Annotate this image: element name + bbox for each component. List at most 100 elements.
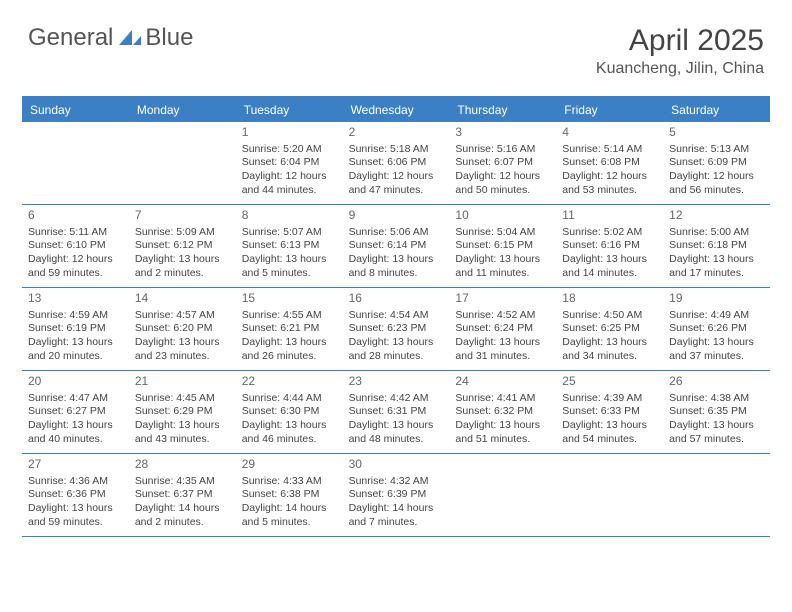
sunset-line: Sunset: 6:20 PM (135, 322, 230, 336)
sunrise-line: Sunrise: 4:50 AM (562, 309, 657, 323)
calendar-cell: 19 Sunrise: 4:49 AMSunset: 6:26 PMDayligh… (663, 288, 770, 370)
sunset-line: Sunset: 6:33 PM (562, 405, 657, 419)
calendar-cell: 26Sunrise: 4:38 AMSunset: 6:35 PMDayligh… (663, 371, 770, 453)
sunset-line: Sunset: 6:13 PM (242, 239, 337, 253)
calendar-week: 27Sunrise: 4:36 AMSunset: 6:36 PMDayligh… (22, 454, 770, 537)
day-headers-row: SundayMondayTuesdayWednesdayThursdayFrid… (22, 98, 770, 122)
sunrise-line: Sunrise: 5:20 AM (242, 143, 337, 157)
day-number: 19 (669, 291, 764, 307)
sunrise-line: Sunrise: 5:13 AM (669, 143, 764, 157)
sunset-line: Sunset: 6:31 PM (349, 405, 444, 419)
calendar-cell: 30 Sunrise: 4:32 AMSunset: 6:39 PMDayligh… (343, 454, 450, 536)
calendar-cell: 12 Sunrise: 5:00 AMSunset: 6:18 PMDayligh… (663, 205, 770, 287)
day-number: 20 (28, 374, 123, 390)
sunset-line: Sunset: 6:27 PM (28, 405, 123, 419)
calendar-cell: 23Sunrise: 4:42 AMSunset: 6:31 PMDayligh… (343, 371, 450, 453)
calendar-cell: 18Sunrise: 4:50 AMSunset: 6:25 PMDayligh… (556, 288, 663, 370)
day-number: 21 (135, 374, 230, 390)
sunset-line: Sunset: 6:08 PM (562, 156, 657, 170)
sunrise-line: Sunrise: 5:18 AM (349, 143, 444, 157)
calendar-cell: 1Sunrise: 5:20 AMSunset: 6:04 PMDaylight… (236, 122, 343, 204)
daylight-line: Daylight: 13 hours and 46 minutes. (242, 419, 337, 446)
sunrise-line: Sunrise: 4:36 AM (28, 475, 123, 489)
calendar-cell: 24Sunrise: 4:41 AMSunset: 6:32 PMDayligh… (449, 371, 556, 453)
sunrise-line: Sunrise: 4:39 AM (562, 392, 657, 406)
day-number: 17 (455, 291, 550, 307)
day-header: Wednesday (343, 98, 450, 122)
sunset-line: Sunset: 6:39 PM (349, 488, 444, 502)
header: General Blue April 2025 Kuancheng, Jilin… (0, 0, 792, 86)
day-number: 5 (669, 125, 764, 141)
logo-triangle-icon (119, 27, 141, 50)
sunrise-line: Sunrise: 5:11 AM (28, 226, 123, 240)
day-number: 7 (135, 208, 230, 224)
sunset-line: Sunset: 6:30 PM (242, 405, 337, 419)
daylight-line: Daylight: 12 hours and 59 minutes. (28, 253, 123, 280)
sunrise-line: Sunrise: 4:57 AM (135, 309, 230, 323)
calendar-cell: 9Sunrise: 5:06 AMSunset: 6:14 PMDaylight… (343, 205, 450, 287)
day-number: 12 (669, 208, 764, 224)
day-number: 25 (562, 374, 657, 390)
sunrise-line: Sunrise: 4:33 AM (242, 475, 337, 489)
logo-text-blue: Blue (145, 24, 193, 52)
daylight-line: Daylight: 13 hours and 14 minutes. (562, 253, 657, 280)
sunset-line: Sunset: 6:04 PM (242, 156, 337, 170)
sunrise-line: Sunrise: 4:49 AM (669, 309, 764, 323)
sunset-line: Sunset: 6:16 PM (562, 239, 657, 253)
daylight-line: Daylight: 13 hours and 51 minutes. (455, 419, 550, 446)
sunrise-line: Sunrise: 4:59 AM (28, 309, 123, 323)
sunset-line: Sunset: 6:12 PM (135, 239, 230, 253)
daylight-line: Daylight: 12 hours and 47 minutes. (349, 170, 444, 197)
sunset-line: Sunset: 6:18 PM (669, 239, 764, 253)
logo: General Blue (28, 24, 193, 52)
daylight-line: Daylight: 13 hours and 2 minutes. (135, 253, 230, 280)
sunrise-line: Sunrise: 4:35 AM (135, 475, 230, 489)
sunrise-line: Sunrise: 4:32 AM (349, 475, 444, 489)
sunrise-line: Sunrise: 5:00 AM (669, 226, 764, 240)
title-block: April 2025 Kuancheng, Jilin, China (596, 24, 764, 78)
calendar-cell: 4Sunrise: 5:14 AMSunset: 6:08 PMDaylight… (556, 122, 663, 204)
calendar-cell: 6Sunrise: 5:11 AMSunset: 6:10 PMDaylight… (22, 205, 129, 287)
daylight-line: Daylight: 13 hours and 23 minutes. (135, 336, 230, 363)
sunset-line: Sunset: 6:26 PM (669, 322, 764, 336)
location-text: Kuancheng, Jilin, China (596, 60, 764, 78)
daylight-line: Daylight: 13 hours and 37 minutes. (669, 336, 764, 363)
daylight-line: Daylight: 13 hours and 20 minutes. (28, 336, 123, 363)
calendar-week: 13Sunrise: 4:59 AMSunset: 6:19 PMDayligh… (22, 288, 770, 371)
day-number: 6 (28, 208, 123, 224)
sunset-line: Sunset: 6:15 PM (455, 239, 550, 253)
calendar-cell: 11Sunrise: 5:02 AMSunset: 6:16 PMDayligh… (556, 205, 663, 287)
logo-text-general: General (28, 24, 113, 52)
calendar-cell: 27Sunrise: 4:36 AMSunset: 6:36 PMDayligh… (22, 454, 129, 536)
calendar-cell: 20Sunrise: 4:47 AMSunset: 6:27 PMDayligh… (22, 371, 129, 453)
calendar-week: 1Sunrise: 5:20 AMSunset: 6:04 PMDaylight… (22, 122, 770, 205)
day-number: 3 (455, 125, 550, 141)
day-number: 11 (562, 208, 657, 224)
day-number: 30 (349, 457, 444, 473)
calendar-cell: 28Sunrise: 4:35 AMSunset: 6:37 PMDayligh… (129, 454, 236, 536)
daylight-line: Daylight: 14 hours and 5 minutes. (242, 502, 337, 529)
calendar-cell-empty (22, 122, 129, 204)
daylight-line: Daylight: 12 hours and 50 minutes. (455, 170, 550, 197)
calendar-cell: 17Sunrise: 4:52 AMSunset: 6:24 PMDayligh… (449, 288, 556, 370)
calendar-cell: 21Sunrise: 4:45 AMSunset: 6:29 PMDayligh… (129, 371, 236, 453)
calendar-cell: 22Sunrise: 4:44 AMSunset: 6:30 PMDayligh… (236, 371, 343, 453)
sunset-line: Sunset: 6:21 PM (242, 322, 337, 336)
daylight-line: Daylight: 12 hours and 53 minutes. (562, 170, 657, 197)
daylight-line: Daylight: 13 hours and 57 minutes. (669, 419, 764, 446)
day-header: Monday (129, 98, 236, 122)
day-header: Tuesday (236, 98, 343, 122)
day-number: 14 (135, 291, 230, 307)
sunset-line: Sunset: 6:36 PM (28, 488, 123, 502)
daylight-line: Daylight: 12 hours and 44 minutes. (242, 170, 337, 197)
sunrise-line: Sunrise: 5:07 AM (242, 226, 337, 240)
calendar-cell-empty (129, 122, 236, 204)
daylight-line: Daylight: 13 hours and 17 minutes. (669, 253, 764, 280)
daylight-line: Daylight: 14 hours and 7 minutes. (349, 502, 444, 529)
daylight-line: Daylight: 13 hours and 59 minutes. (28, 502, 123, 529)
sunrise-line: Sunrise: 4:41 AM (455, 392, 550, 406)
calendar-cell: 25Sunrise: 4:39 AMSunset: 6:33 PMDayligh… (556, 371, 663, 453)
day-number: 10 (455, 208, 550, 224)
sunset-line: Sunset: 6:25 PM (562, 322, 657, 336)
calendar-cell-empty (556, 454, 663, 536)
